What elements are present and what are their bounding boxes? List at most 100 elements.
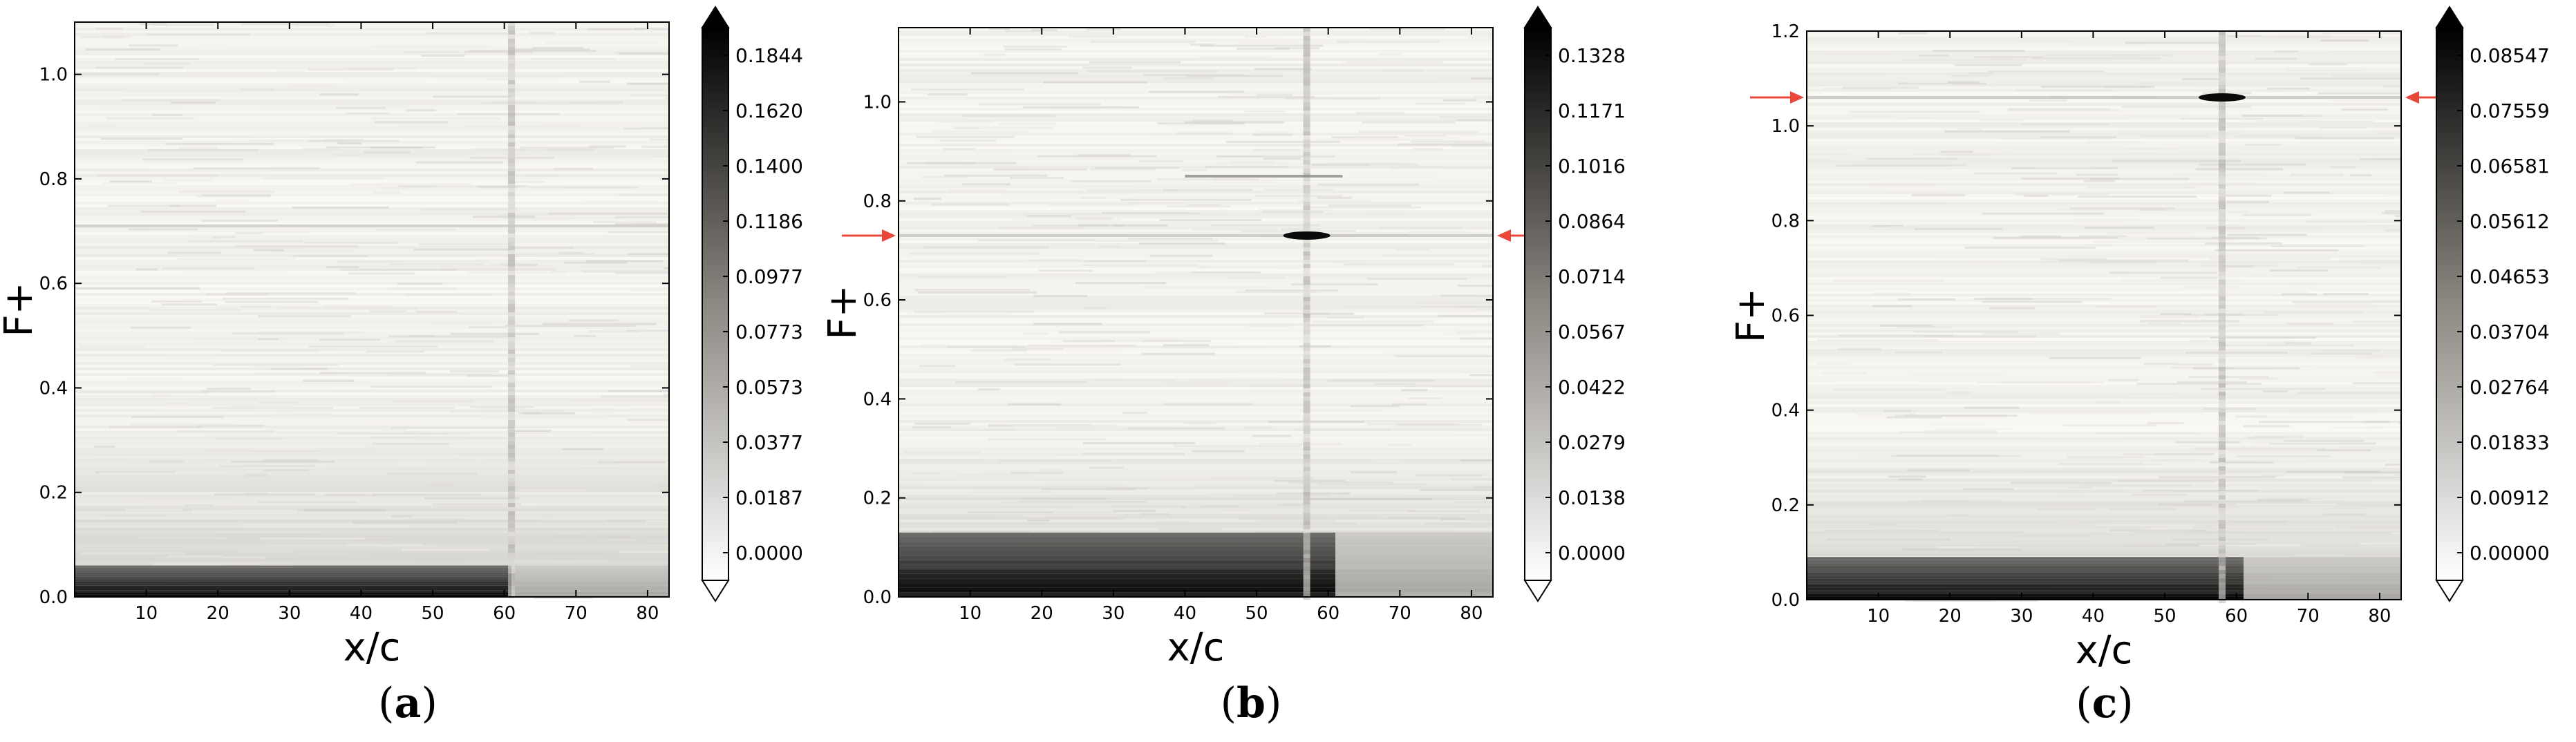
heatmap-streak	[2347, 554, 2401, 557]
vertical-streak-cell	[1303, 343, 1310, 347]
heatmap-row	[75, 135, 669, 138]
vertical-streak-cell	[1303, 558, 1310, 562]
heatmap-row	[75, 141, 669, 144]
vertical-streak-cell	[2218, 77, 2226, 81]
heatmap-row	[75, 174, 669, 177]
heatmap-streak	[2330, 98, 2394, 101]
heatmap-streak	[477, 407, 525, 410]
heatmap-streak	[1252, 133, 1293, 136]
heatmap-row	[1807, 280, 2401, 283]
heatmap-streak	[1183, 421, 1216, 424]
heatmap-row	[1807, 310, 2401, 313]
heatmap-streak	[168, 353, 217, 356]
heatmap-streak	[468, 326, 507, 329]
y-tick-label: 1.0	[863, 92, 892, 113]
vertical-streak-cell	[508, 167, 516, 171]
colorbar: 0.000000.009120.018330.027640.037040.046…	[2435, 6, 2550, 602]
vertical-streak-cell	[508, 424, 516, 428]
heatmap-streak	[270, 368, 328, 370]
heatmap-streak	[1152, 355, 1200, 358]
heatmap-streak	[1177, 118, 1297, 121]
heatmap-streak	[340, 352, 370, 354]
heatmap-streak	[993, 168, 1088, 171]
dark-band-row	[75, 581, 512, 584]
vertical-streak-cell	[508, 109, 516, 113]
heatmap-streak	[2241, 120, 2302, 123]
heatmap-streak	[901, 384, 934, 387]
heatmap-streak	[1345, 176, 1438, 179]
vertical-streak-cell	[508, 536, 516, 540]
vertical-streak-cell	[2218, 367, 2226, 371]
heatmap-streak	[2132, 493, 2187, 496]
y-tick-label: 0.0	[39, 587, 68, 608]
heatmap-row	[75, 561, 669, 564]
heatmap-streak	[2328, 510, 2401, 513]
heatmap-streak	[2036, 166, 2094, 169]
heatmap-streak	[1346, 61, 1444, 64]
heatmap-streak	[1256, 93, 1292, 96]
vertical-streak-cell	[508, 329, 516, 333]
heatmap-streak	[1315, 138, 1445, 141]
vertical-streak-cell	[2218, 102, 2226, 106]
heatmap-streak	[212, 406, 333, 409]
vertical-streak-cell	[2218, 529, 2226, 533]
caption-letter: b	[1237, 679, 1266, 727]
heatmap-streak	[657, 484, 669, 487]
heatmap-streak	[1455, 529, 1493, 531]
heatmap-streak	[151, 394, 173, 397]
heatmap-row	[1807, 517, 2401, 520]
heatmap-streak	[391, 426, 514, 429]
dark-band-row	[899, 560, 1336, 565]
heatmap-row	[899, 249, 1493, 251]
heatmap-streak	[614, 272, 669, 274]
heatmap-streak	[1140, 352, 1216, 355]
heatmap-streak	[216, 169, 258, 172]
heatmap-row	[899, 108, 1493, 111]
heatmap-streak	[270, 480, 388, 483]
heatmap-row	[899, 448, 1493, 450]
heatmap-streak	[1190, 271, 1261, 274]
heatmap-row	[1807, 349, 2401, 352]
heatmap-streak	[948, 189, 1006, 192]
heatmap-streak	[2143, 363, 2178, 365]
dark-band-row	[1807, 569, 2244, 573]
heatmap-row	[75, 83, 669, 86]
heatmap-streak	[1369, 28, 1445, 30]
heatmap-row	[75, 564, 669, 567]
vertical-streak-cell	[508, 432, 516, 437]
heatmap-row	[75, 94, 669, 97]
heatmap-row	[899, 210, 1493, 213]
heatmap-streak	[2212, 526, 2336, 529]
heatmap-streak	[511, 247, 574, 249]
heatmap-streak	[587, 330, 639, 333]
heatmap-streak	[469, 406, 534, 408]
heatmap-row	[1807, 64, 2401, 67]
heatmap-streak	[370, 386, 492, 388]
heatmap-row	[1807, 216, 2401, 219]
heatmap-streak	[542, 323, 657, 325]
heatmap-streak	[372, 442, 450, 445]
heatmap-streak	[630, 365, 669, 368]
heatmap-streak	[1192, 120, 1234, 122]
heatmap-streak	[961, 165, 1028, 168]
vertical-streak-cell	[2218, 118, 2226, 122]
heatmap-streak	[1199, 44, 1324, 47]
dark-band-row	[899, 573, 1336, 579]
heatmap-streak	[587, 28, 669, 30]
vertical-streak-cell	[508, 582, 516, 586]
heatmap-streak	[171, 101, 216, 104]
heatmap-row	[1807, 360, 2401, 363]
heatmap-row	[75, 475, 669, 478]
heatmap-streak	[2306, 295, 2401, 298]
y-tick-label: 0.4	[1771, 401, 1800, 421]
vertical-streak-cell	[1303, 202, 1310, 206]
heatmap-streak	[2172, 173, 2265, 176]
heatmap-streak	[1366, 209, 1407, 211]
vertical-streak-cell	[2218, 325, 2226, 330]
vertical-streak-cell	[1303, 260, 1310, 264]
dark-band-row-fade	[2244, 593, 2401, 597]
heatmap-streak	[178, 146, 218, 149]
heatmap-row	[899, 365, 1493, 368]
vertical-streak-cell	[2218, 218, 2226, 222]
